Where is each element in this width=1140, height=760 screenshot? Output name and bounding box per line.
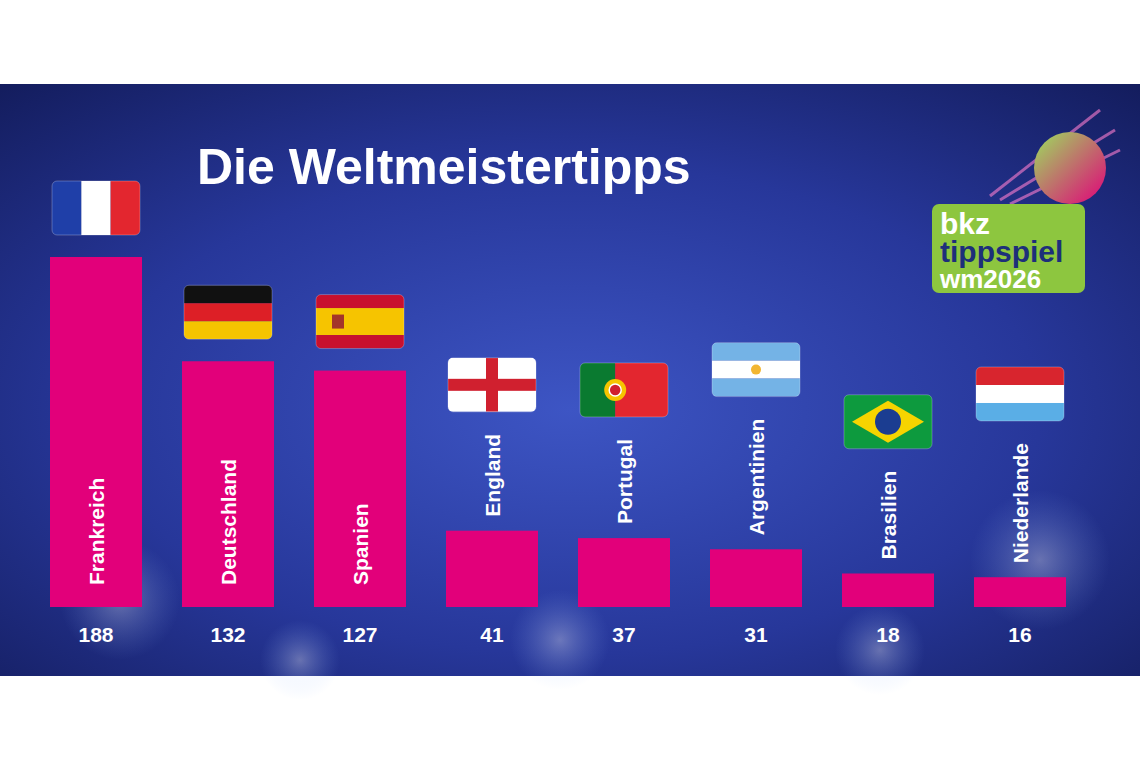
category-label: Portugal (613, 439, 636, 524)
value-label: 16 (1008, 623, 1031, 646)
flag-border (712, 343, 800, 397)
bar (710, 549, 802, 607)
flag-part (609, 384, 621, 396)
flag-body (316, 295, 404, 349)
light-glow (260, 620, 340, 700)
flag (580, 363, 668, 417)
flag-part (712, 343, 800, 361)
value-label: 41 (480, 623, 504, 646)
flag (184, 285, 272, 339)
flag (448, 358, 536, 412)
flag-part (976, 385, 1064, 403)
category-label: England (481, 434, 504, 517)
flag (844, 395, 932, 449)
flag-border (316, 295, 404, 349)
bar (578, 538, 670, 607)
value-label: 132 (210, 623, 245, 646)
flag (316, 295, 404, 349)
category-label: Frankreich (85, 478, 108, 585)
category-label: Spanien (349, 503, 372, 585)
flag-part (712, 361, 800, 379)
flag-border (448, 358, 536, 412)
logo-text: wm2026 (939, 264, 1041, 294)
flag-part (751, 365, 761, 375)
chart-svg: Die Weltmeistertippsbkztippspielwm202618… (0, 0, 1140, 760)
flag-part (111, 181, 140, 235)
category-label: Niederlande (1009, 443, 1032, 563)
value-label: 188 (78, 623, 113, 646)
flag-body (976, 367, 1064, 421)
flag-part (976, 403, 1064, 421)
light-glow (835, 605, 925, 695)
bars (50, 257, 1066, 607)
bar (446, 531, 538, 607)
flag (712, 343, 800, 397)
title: Die Weltmeistertipps (197, 139, 691, 195)
bar (50, 257, 142, 607)
flag-part (81, 181, 110, 235)
flag-border (52, 181, 140, 235)
flag-part (316, 295, 404, 309)
flag-part (184, 303, 272, 321)
value-label: 127 (342, 623, 377, 646)
flag-border (844, 395, 932, 449)
value-label: 37 (612, 623, 635, 646)
flag-body (844, 395, 932, 449)
flag-part (844, 395, 932, 449)
flag-part (448, 358, 536, 412)
bar (314, 371, 406, 607)
flag-part (852, 401, 924, 443)
flag-border (976, 367, 1064, 421)
logo-box (932, 204, 1085, 293)
light-glow (970, 490, 1110, 630)
value-label: 31 (744, 623, 768, 646)
flag-part (184, 285, 272, 303)
background (0, 84, 1140, 676)
flag-part (448, 379, 536, 391)
flag-body (712, 343, 800, 397)
category-label: Deutschland (217, 459, 240, 585)
chart-container: Die Weltmeistertippsbkztippspielwm202618… (0, 0, 1140, 760)
flag-part (316, 335, 404, 348)
flag-body (580, 363, 668, 417)
flag-body (52, 181, 140, 235)
flag-part (976, 367, 1064, 385)
ball (1034, 132, 1106, 204)
labels: 188 Frankreich 132 Deutschland 127 Spanien 41 E… (52, 181, 1064, 646)
flag-part (332, 315, 344, 329)
flag-part (184, 321, 272, 339)
flag-part (52, 181, 81, 235)
flag-border (184, 285, 272, 339)
flag-part (604, 379, 626, 401)
bar (974, 577, 1066, 607)
bar (182, 361, 274, 607)
value-label: 18 (876, 623, 900, 646)
flag (52, 181, 140, 235)
flag (976, 367, 1064, 421)
flag-part (712, 379, 800, 397)
flag-part (316, 308, 404, 335)
logo: bkztippspielwm2026 (932, 110, 1120, 294)
flag-body (184, 285, 272, 339)
category-label: Brasilien (877, 471, 900, 560)
flag-border (580, 363, 668, 417)
flag-part (875, 409, 901, 435)
flag-body (448, 358, 536, 412)
bar (842, 573, 934, 607)
category-label: Argentinien (745, 419, 768, 536)
